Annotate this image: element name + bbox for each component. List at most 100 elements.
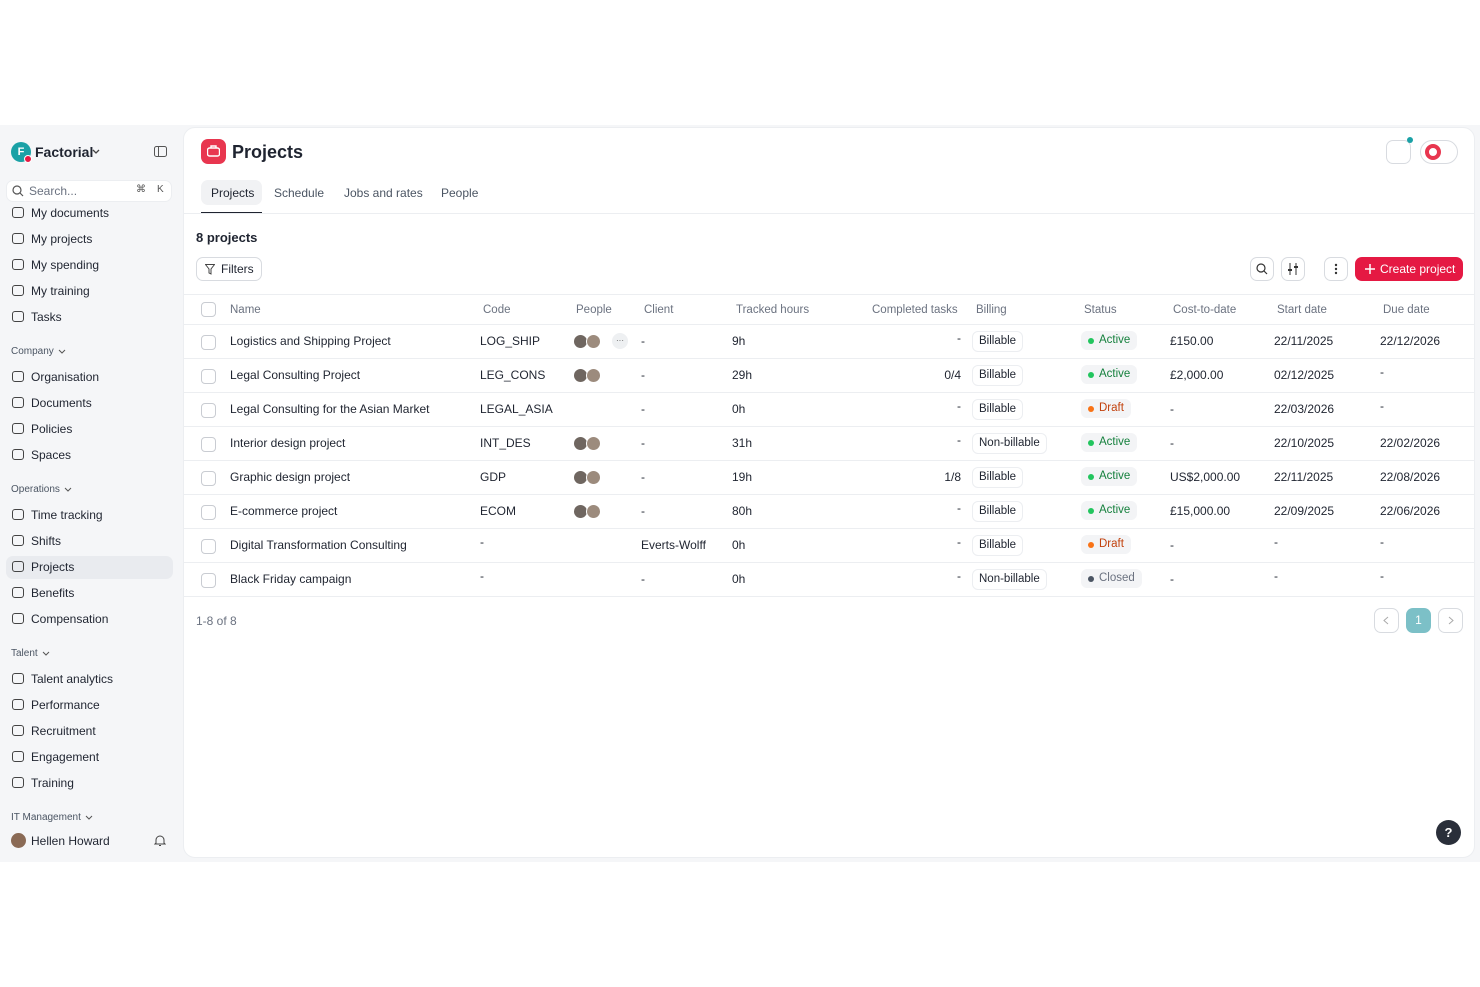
nav-icon	[12, 535, 24, 546]
help-button[interactable]: ?	[1436, 820, 1461, 845]
cell-start: 22/09/2025	[1274, 504, 1335, 518]
settings-button[interactable]	[1281, 257, 1305, 281]
nav-item[interactable]: My documents	[31, 206, 110, 220]
column-header[interactable]: Tracked hours	[736, 304, 810, 316]
sidebar: F Factorial Search... ⌘ K My documents My…	[0, 125, 183, 862]
cell-due: 22/12/2026	[1380, 334, 1441, 348]
nav-item[interactable]: Talent analytics	[31, 672, 114, 686]
row-checkbox[interactable]	[201, 539, 216, 554]
cell-tasks: -	[957, 433, 961, 447]
cell-name: Digital Transformation Consulting	[230, 538, 407, 552]
nav-item[interactable]: My spending	[31, 258, 100, 272]
nav-icon	[12, 673, 24, 684]
cell-client: -	[641, 572, 645, 586]
tab-active-bg	[201, 180, 262, 205]
tab[interactable]: Jobs and rates	[344, 186, 423, 200]
cell-client: -	[641, 334, 645, 348]
announce-button[interactable]	[1386, 140, 1411, 164]
cell-start: -	[1274, 569, 1278, 583]
cell-cost: US$2,000.00	[1170, 470, 1241, 484]
nav-icon	[12, 751, 24, 762]
nav-icon	[12, 423, 24, 434]
column-header[interactable]: Code	[483, 304, 511, 316]
lifebuoy	[1425, 144, 1441, 160]
cell-tasks: 1/8	[944, 470, 961, 484]
cell-tasks: 0/4	[944, 368, 961, 382]
column-header[interactable]: Client	[644, 304, 674, 316]
nav-item[interactable]: Recruitment	[31, 724, 96, 738]
column-header[interactable]: Start date	[1277, 304, 1327, 316]
search-box[interactable]	[6, 180, 172, 202]
search-button[interactable]	[1250, 257, 1274, 281]
nav-item[interactable]: Spaces	[31, 448, 72, 462]
user-name[interactable]: Hellen Howard	[31, 834, 110, 848]
column-header[interactable]: Cost-to-date	[1173, 304, 1237, 316]
column-header[interactable]: Name	[230, 304, 261, 316]
nav-icon	[12, 699, 24, 710]
nav-section[interactable]: Operations	[11, 484, 60, 495]
nav: My documents My projects My spending My tra…	[0, 205, 183, 824]
search-icon	[12, 185, 24, 197]
next-button[interactable]	[1438, 608, 1463, 633]
row-checkbox[interactable]	[201, 471, 216, 486]
cell-hours: 31h	[732, 436, 753, 450]
column-header[interactable]: Completed tasks	[872, 304, 958, 316]
nav-item[interactable]: Engagement	[31, 750, 100, 764]
help-toggle[interactable]	[1420, 140, 1458, 164]
projects-icon	[201, 139, 226, 164]
row-line	[184, 562, 1474, 563]
bell-icon[interactable]	[154, 834, 166, 847]
tab[interactable]: People	[441, 186, 479, 200]
nav-item[interactable]: My training	[31, 284, 90, 298]
row-checkbox[interactable]	[201, 369, 216, 384]
nav-item[interactable]: Training	[31, 776, 74, 790]
nav-item[interactable]: Compensation	[31, 612, 109, 626]
row-checkbox[interactable]	[201, 573, 216, 588]
filters-label: Filters	[221, 262, 254, 276]
nav-icon	[12, 449, 24, 460]
row-checkbox[interactable]	[201, 505, 216, 520]
nav-item[interactable]: Time tracking	[31, 508, 103, 522]
column-header[interactable]: Status	[1084, 304, 1117, 316]
nav-item[interactable]: Shifts	[31, 534, 62, 548]
nav-item[interactable]: Policies	[31, 422, 73, 436]
row-line	[184, 392, 1474, 393]
nav-item[interactable]: Performance	[31, 698, 100, 712]
nav-section[interactable]: Talent	[11, 648, 38, 659]
nav-section[interactable]: IT Management	[11, 812, 81, 823]
nav-item[interactable]: Benefits	[31, 586, 75, 600]
row-checkbox[interactable]	[201, 403, 216, 418]
collapse-icon[interactable]	[154, 146, 167, 157]
cell-cost: -	[1170, 402, 1174, 416]
cell-code: LEGAL_ASIA	[480, 402, 553, 416]
cell-hours: 0h	[732, 572, 746, 586]
nav-item[interactable]: My projects	[31, 232, 93, 246]
cell-code: LOG_SHIP	[480, 334, 541, 348]
nav-icon	[12, 259, 24, 270]
column-header[interactable]: Due date	[1383, 304, 1430, 316]
nav-item[interactable]: Tasks	[31, 310, 62, 324]
briefcase	[207, 145, 220, 157]
row-line	[184, 494, 1474, 495]
row-line	[184, 294, 1474, 295]
column-header[interactable]: People	[576, 304, 612, 316]
nav-item[interactable]: Organisation	[31, 370, 100, 384]
tabs-divider	[184, 213, 1474, 214]
row-checkbox[interactable]	[201, 437, 216, 452]
page-button[interactable]: 1	[1406, 608, 1431, 633]
nav-icon	[12, 311, 24, 322]
row-line	[184, 460, 1474, 461]
nav-item[interactable]: Documents	[31, 396, 92, 410]
column-header[interactable]: Billing	[976, 304, 1007, 316]
row-checkbox[interactable]	[201, 335, 216, 350]
cell-tasks: -	[957, 569, 961, 583]
tab[interactable]: Schedule	[274, 186, 325, 200]
nav-section[interactable]: Company	[11, 346, 54, 357]
tab[interactable]: Projects	[211, 186, 255, 200]
nav-item[interactable]: Projects	[31, 560, 75, 574]
filters-button[interactable]	[196, 257, 262, 281]
brand-name[interactable]: Factorial	[35, 144, 94, 160]
next-icon	[1448, 616, 1454, 625]
prev-button[interactable]	[1374, 608, 1399, 633]
cb-all[interactable]	[201, 302, 216, 317]
